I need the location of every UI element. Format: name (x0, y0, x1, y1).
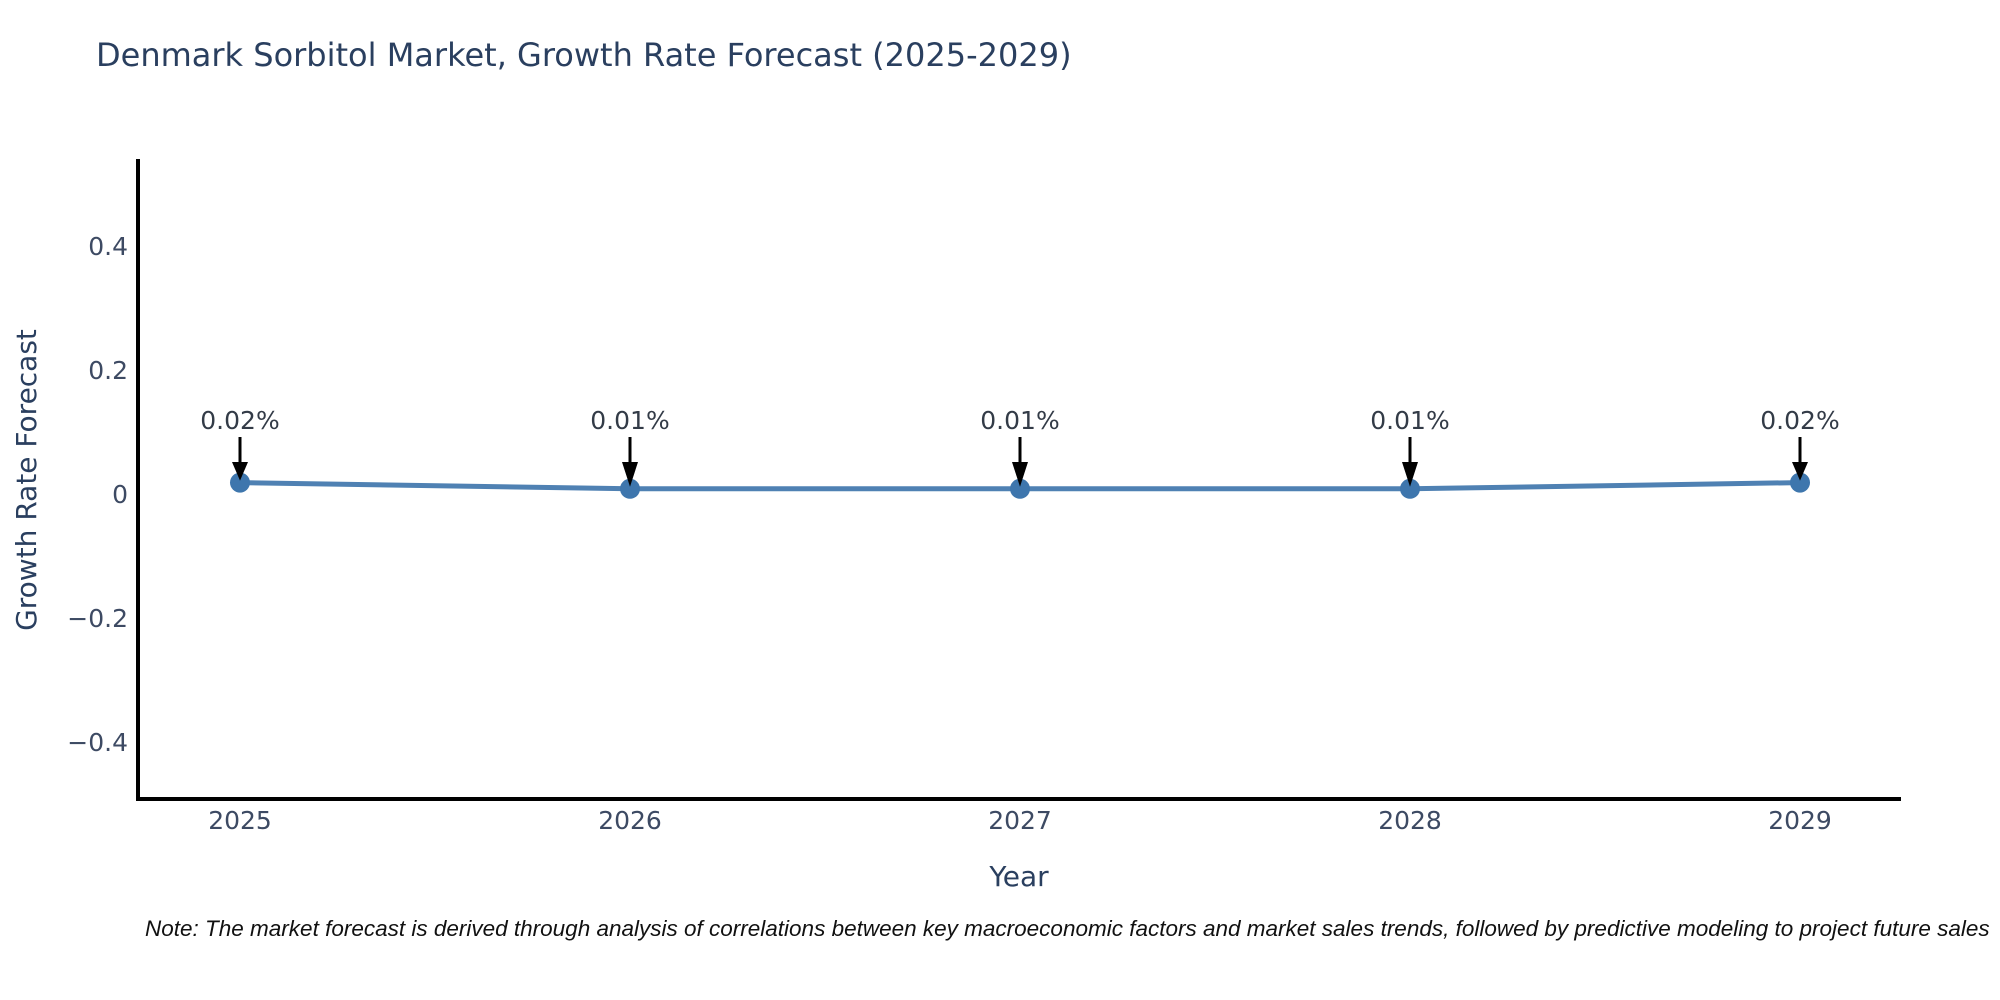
x-tick-label: 2026 (598, 806, 662, 835)
point-annotation: 0.01% (980, 406, 1060, 435)
annotation-arrow-head (1792, 462, 1808, 481)
y-tick-label: 0.2 (88, 356, 128, 385)
x-tick-label: 2028 (1378, 806, 1442, 835)
y-tick-label: −0.4 (67, 728, 128, 757)
annotation-arrow-head (232, 462, 248, 481)
x-tick-label: 2025 (208, 806, 272, 835)
x-tick-label: 2027 (988, 806, 1052, 835)
annotation-arrow-head (622, 462, 638, 487)
data-point-marker (1400, 478, 1420, 499)
y-tick-label: 0.4 (88, 232, 128, 261)
point-annotation: 0.01% (1370, 406, 1450, 435)
data-point-marker (1790, 472, 1810, 493)
y-tick-label: −0.2 (67, 604, 128, 633)
annotation-arrow-head (1402, 462, 1418, 487)
annotation-arrow-head (1012, 462, 1028, 487)
x-tick-label: 2029 (1768, 806, 1832, 835)
y-axis-title: Growth Rate Forecast (10, 329, 43, 631)
x-axis-title: Year (989, 860, 1049, 893)
point-annotation: 0.02% (200, 406, 280, 435)
chart-title: Denmark Sorbitol Market, Growth Rate For… (96, 36, 1072, 74)
point-annotation: 0.01% (590, 406, 670, 435)
data-point-marker (620, 478, 640, 499)
data-point-marker (1010, 478, 1030, 499)
data-point-marker (230, 472, 250, 493)
footnote: Note: The market forecast is derived thr… (145, 916, 1990, 941)
y-tick-label: 0 (112, 480, 128, 509)
point-annotation: 0.02% (1760, 406, 1840, 435)
